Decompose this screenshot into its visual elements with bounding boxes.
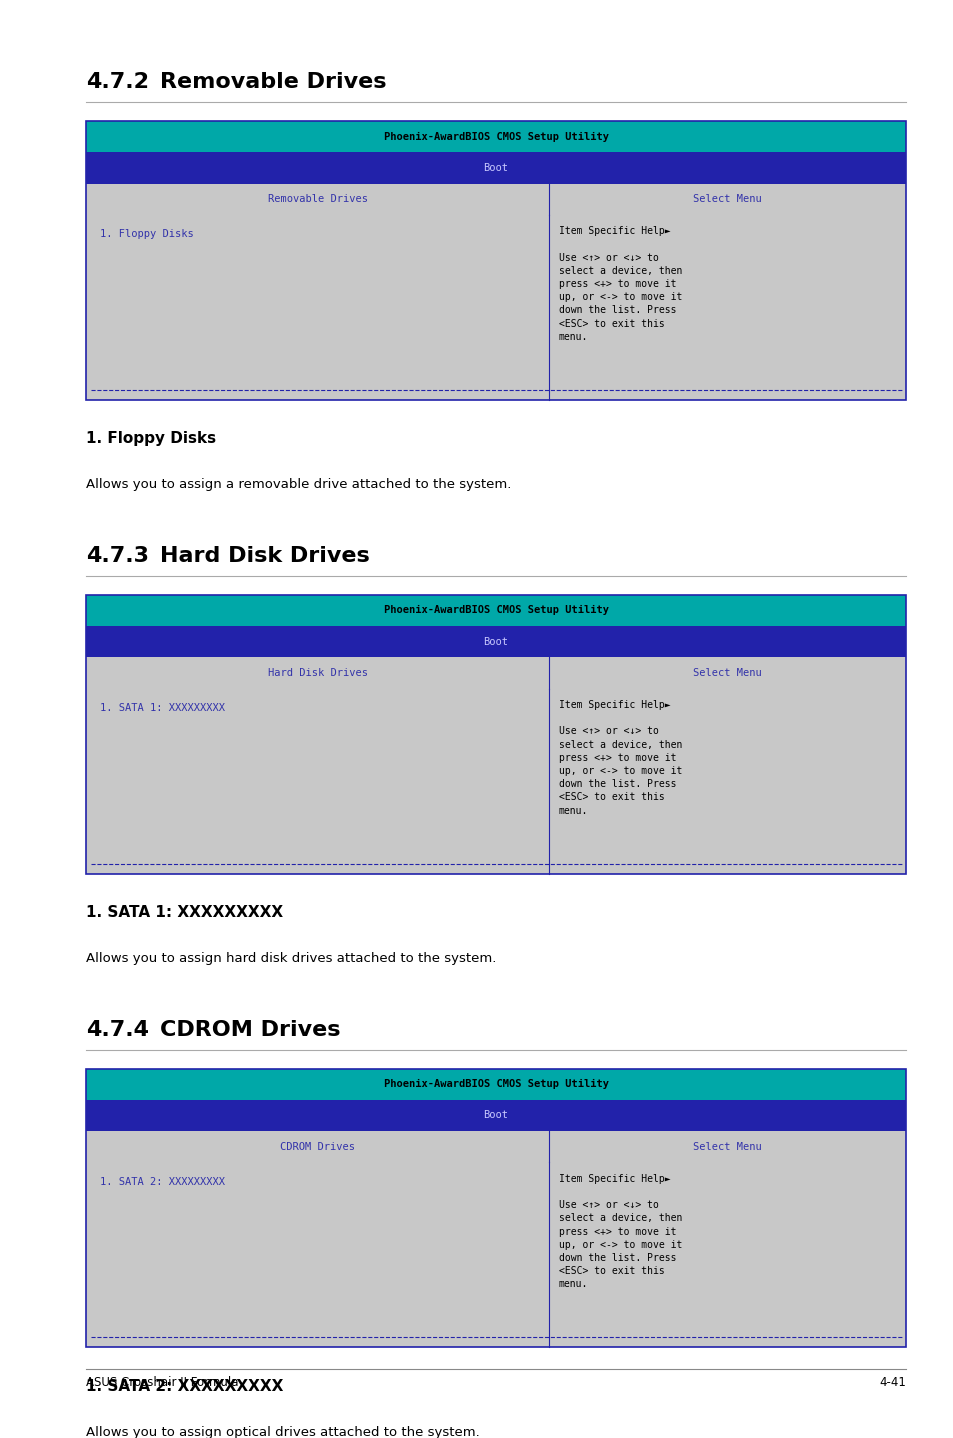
FancyBboxPatch shape: [549, 184, 905, 214]
Text: Removable Drives: Removable Drives: [268, 194, 367, 204]
FancyBboxPatch shape: [549, 1132, 905, 1162]
FancyBboxPatch shape: [86, 121, 905, 152]
Text: 1. Floppy Disks: 1. Floppy Disks: [100, 229, 193, 239]
Text: 4.7.3: 4.7.3: [86, 546, 149, 567]
FancyBboxPatch shape: [86, 689, 549, 874]
Text: 4-41: 4-41: [879, 1376, 905, 1389]
Text: Phoenix-AwardBIOS CMOS Setup Utility: Phoenix-AwardBIOS CMOS Setup Utility: [383, 131, 608, 141]
FancyBboxPatch shape: [549, 689, 905, 874]
FancyBboxPatch shape: [86, 184, 549, 214]
Text: Allows you to assign a removable drive attached to the system.: Allows you to assign a removable drive a…: [86, 477, 511, 490]
FancyBboxPatch shape: [86, 1100, 905, 1132]
Text: 1. SATA 2: XXXXXXXXX: 1. SATA 2: XXXXXXXXX: [100, 1176, 225, 1186]
Text: Boot: Boot: [483, 1110, 508, 1120]
FancyBboxPatch shape: [549, 1162, 905, 1347]
Text: CDROM Drives: CDROM Drives: [160, 1020, 340, 1040]
FancyBboxPatch shape: [86, 1068, 905, 1100]
Text: 1. Floppy Disks: 1. Floppy Disks: [86, 431, 215, 446]
Text: Allows you to assign hard disk drives attached to the system.: Allows you to assign hard disk drives at…: [86, 952, 496, 965]
Text: Item Specific Help►

Use <↑> or <↓> to
select a device, then
press <+> to move i: Item Specific Help► Use <↑> or <↓> to se…: [558, 1173, 681, 1290]
Text: 1. SATA 1: XXXXXXXXX: 1. SATA 1: XXXXXXXXX: [86, 905, 283, 920]
Text: Select Menu: Select Menu: [693, 194, 761, 204]
FancyBboxPatch shape: [86, 595, 905, 626]
FancyBboxPatch shape: [86, 626, 905, 657]
FancyBboxPatch shape: [86, 657, 549, 689]
Text: Hard Disk Drives: Hard Disk Drives: [268, 669, 367, 677]
Text: Item Specific Help►

Use <↑> or <↓> to
select a device, then
press <+> to move i: Item Specific Help► Use <↑> or <↓> to se…: [558, 226, 681, 342]
Text: 1. SATA 2: XXXXXXXXX: 1. SATA 2: XXXXXXXXX: [86, 1379, 283, 1393]
FancyBboxPatch shape: [549, 657, 905, 689]
FancyBboxPatch shape: [86, 1132, 549, 1162]
FancyBboxPatch shape: [86, 152, 905, 184]
Text: 1. SATA 1: XXXXXXXXX: 1. SATA 1: XXXXXXXXX: [100, 703, 225, 713]
Text: Select Menu: Select Menu: [693, 669, 761, 677]
FancyBboxPatch shape: [86, 214, 549, 400]
Text: Item Specific Help►

Use <↑> or <↓> to
select a device, then
press <+> to move i: Item Specific Help► Use <↑> or <↓> to se…: [558, 700, 681, 815]
Text: ASUS Crosshair II Formula: ASUS Crosshair II Formula: [86, 1376, 238, 1389]
Text: Boot: Boot: [483, 637, 508, 647]
Text: Hard Disk Drives: Hard Disk Drives: [160, 546, 370, 567]
Text: Phoenix-AwardBIOS CMOS Setup Utility: Phoenix-AwardBIOS CMOS Setup Utility: [383, 1078, 608, 1089]
Text: 4.7.4: 4.7.4: [86, 1020, 149, 1040]
Text: CDROM Drives: CDROM Drives: [280, 1142, 355, 1152]
FancyBboxPatch shape: [86, 1162, 549, 1347]
Text: Boot: Boot: [483, 162, 508, 173]
Text: Phoenix-AwardBIOS CMOS Setup Utility: Phoenix-AwardBIOS CMOS Setup Utility: [383, 605, 608, 615]
Text: Allows you to assign optical drives attached to the system.: Allows you to assign optical drives atta…: [86, 1425, 479, 1438]
Text: Removable Drives: Removable Drives: [160, 72, 386, 92]
Text: 4.7.2: 4.7.2: [86, 72, 149, 92]
FancyBboxPatch shape: [549, 214, 905, 400]
Text: Select Menu: Select Menu: [693, 1142, 761, 1152]
